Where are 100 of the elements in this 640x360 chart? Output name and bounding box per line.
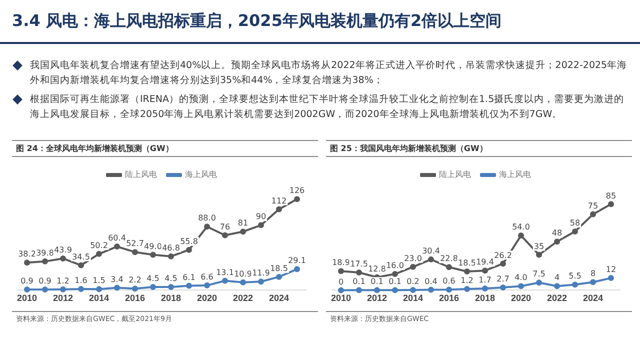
point bbox=[168, 253, 174, 260]
point bbox=[222, 232, 228, 238]
point bbox=[518, 232, 524, 239]
x-tick-label: 2016 bbox=[438, 293, 460, 304]
x-tick-label: 2024 bbox=[268, 293, 290, 304]
point bbox=[536, 252, 542, 258]
data-label: 2.2 bbox=[128, 276, 142, 285]
point bbox=[356, 287, 362, 294]
point bbox=[60, 286, 66, 292]
x-tick-label: 2016 bbox=[124, 293, 146, 304]
data-label: 18.5 bbox=[458, 258, 476, 268]
data-label: 3.4 bbox=[110, 274, 124, 284]
text: 3.4 风电：海上风电招标重启，2025年风电装机量仍有2倍以上空间 bbox=[0, 0, 640, 43]
x-tick-label: 2020 bbox=[510, 293, 532, 304]
data-label: 43.9 bbox=[54, 246, 72, 255]
data-label: 19.4 bbox=[476, 258, 494, 267]
data-label: 2.7 bbox=[496, 274, 510, 284]
chart-title: 图 25：我国风电年均新增装机预测（GW） bbox=[326, 140, 632, 157]
data-label: 126 bbox=[289, 186, 305, 196]
data-label: 6.1 bbox=[182, 272, 196, 282]
data-label: 5.5 bbox=[568, 272, 582, 281]
data-label: 38.2 bbox=[18, 250, 36, 259]
point bbox=[186, 282, 192, 289]
data-label: 85 bbox=[606, 191, 616, 200]
data-label: 23.0 bbox=[404, 254, 422, 263]
data-label: 8 bbox=[590, 269, 596, 278]
point bbox=[60, 255, 66, 262]
legend-label: 海上风电 bbox=[185, 170, 217, 180]
point bbox=[446, 286, 452, 293]
point bbox=[24, 260, 30, 266]
point bbox=[150, 252, 156, 258]
legend-label: 陆上风电 bbox=[125, 170, 157, 180]
point bbox=[608, 275, 614, 282]
point bbox=[590, 211, 596, 218]
x-tick-label: 2022 bbox=[546, 293, 568, 304]
point bbox=[204, 224, 210, 230]
data-label: 58 bbox=[570, 218, 580, 228]
data-label: 90 bbox=[256, 212, 266, 222]
point bbox=[518, 283, 524, 290]
point bbox=[114, 284, 120, 291]
point bbox=[150, 284, 156, 290]
data-label: 0.1 bbox=[370, 277, 384, 286]
point bbox=[96, 250, 102, 257]
data-label: 0.6 bbox=[442, 276, 456, 286]
data-label: 0.9 bbox=[38, 276, 52, 286]
point bbox=[590, 279, 596, 286]
data-label: 1.5 bbox=[92, 276, 106, 286]
point bbox=[276, 274, 282, 280]
data-label: 6.6 bbox=[200, 272, 214, 282]
point bbox=[132, 286, 138, 292]
point bbox=[338, 268, 344, 274]
data-label: 46.8 bbox=[162, 243, 180, 252]
point bbox=[240, 228, 246, 235]
x-tick-label: 2014 bbox=[88, 293, 110, 304]
data-label: 12.8 bbox=[368, 264, 386, 274]
x-tick-label: 2010 bbox=[16, 293, 38, 304]
point bbox=[276, 206, 282, 212]
data-label: 0.4 bbox=[424, 276, 438, 286]
point bbox=[132, 249, 138, 256]
x-tick-label: 2012 bbox=[52, 293, 74, 304]
point bbox=[410, 264, 416, 270]
x-tick-label: 2014 bbox=[402, 293, 424, 304]
point bbox=[410, 287, 416, 293]
data-label: 12 bbox=[606, 265, 616, 274]
data-label: 75 bbox=[588, 201, 598, 210]
data-label: 39.8 bbox=[36, 248, 54, 258]
point bbox=[78, 286, 84, 292]
data-label: 0.1 bbox=[352, 277, 366, 286]
point bbox=[464, 286, 470, 292]
data-label: 29.1 bbox=[288, 256, 306, 266]
data-label: 0 bbox=[338, 277, 344, 286]
legend-label: 海上风电 bbox=[499, 170, 531, 180]
x-tick-label: 2018 bbox=[160, 293, 182, 304]
point bbox=[572, 282, 578, 288]
data-label: 18.9 bbox=[332, 258, 350, 268]
data-label: 34.5 bbox=[72, 252, 90, 262]
point bbox=[392, 271, 398, 278]
point bbox=[482, 285, 488, 292]
point bbox=[428, 256, 434, 262]
data-label: 88.0 bbox=[198, 214, 216, 223]
data-label: 4.5 bbox=[146, 274, 160, 284]
point bbox=[446, 264, 452, 270]
data-label: 55.8 bbox=[180, 236, 198, 246]
data-label: 1.6 bbox=[74, 276, 88, 286]
point bbox=[258, 222, 264, 228]
data-label: 4 bbox=[554, 273, 560, 282]
point bbox=[608, 201, 614, 208]
point bbox=[554, 283, 560, 290]
data-label: 49.0 bbox=[144, 242, 162, 251]
point bbox=[114, 244, 120, 250]
point bbox=[42, 258, 48, 264]
data-label: 30.4 bbox=[422, 246, 440, 256]
point bbox=[338, 287, 344, 294]
point bbox=[374, 287, 380, 294]
data-label: 18.5 bbox=[270, 264, 288, 273]
data-label: 60.4 bbox=[108, 234, 126, 243]
data-label: 112 bbox=[271, 196, 287, 206]
data-label: 10.9 bbox=[234, 269, 252, 278]
legend-label: 陆上风电 bbox=[439, 170, 471, 180]
point bbox=[464, 268, 470, 274]
